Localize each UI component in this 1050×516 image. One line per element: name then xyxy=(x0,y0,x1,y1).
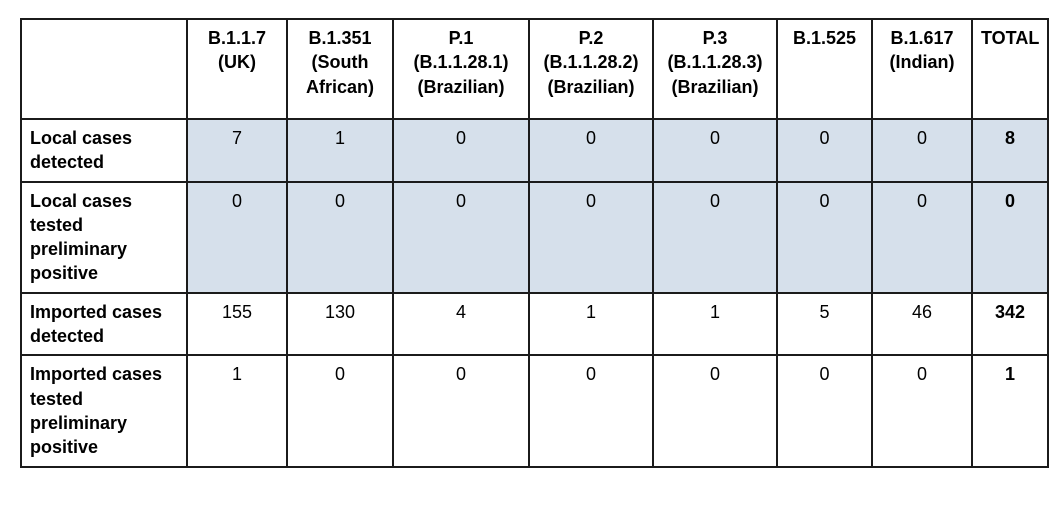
cell: 0 xyxy=(529,119,653,182)
cell: 1 xyxy=(187,355,287,466)
header-sub: (South African) xyxy=(296,50,384,99)
cell: 1 xyxy=(287,119,393,182)
cell-total: 342 xyxy=(972,293,1048,356)
header-main: B.1.1.7 xyxy=(196,26,278,50)
row-label: Imported cases tested preliminary positi… xyxy=(21,355,187,466)
header-sub: (Indian) xyxy=(881,50,963,74)
header-main: B.1.617 xyxy=(881,26,963,50)
header-sub: (B.1.1.28.2)(Brazilian) xyxy=(538,50,644,99)
header-b1617: B.1.617 (Indian) xyxy=(872,19,972,119)
cell-total: 0 xyxy=(972,182,1048,293)
header-sub: (B.1.1.28.1) (Brazilian) xyxy=(402,50,520,99)
cell: 1 xyxy=(529,293,653,356)
table-head: B.1.1.7 (UK) B.1.351 (South African) P.1… xyxy=(21,19,1048,119)
table-row: Imported cases tested preliminary positi… xyxy=(21,355,1048,466)
cell: 0 xyxy=(287,355,393,466)
header-main: TOTAL xyxy=(981,26,1039,50)
row-label: Local cases detected xyxy=(21,119,187,182)
header-total: TOTAL xyxy=(972,19,1048,119)
cell: 0 xyxy=(393,119,529,182)
cell: 130 xyxy=(287,293,393,356)
cell: 0 xyxy=(653,182,777,293)
header-p2: P.2 (B.1.1.28.2)(Brazilian) xyxy=(529,19,653,119)
cell: 0 xyxy=(872,355,972,466)
cell: 46 xyxy=(872,293,972,356)
header-row: B.1.1.7 (UK) B.1.351 (South African) P.1… xyxy=(21,19,1048,119)
header-main: P.2 xyxy=(538,26,644,50)
cell: 0 xyxy=(777,119,872,182)
header-b117: B.1.1.7 (UK) xyxy=(187,19,287,119)
row-label: Local cases tested preliminary positive xyxy=(21,182,187,293)
cell: 0 xyxy=(529,182,653,293)
table-row: Imported cases detected 155 130 4 1 1 5 … xyxy=(21,293,1048,356)
table-body: Local cases detected 7 1 0 0 0 0 0 8 Loc… xyxy=(21,119,1048,467)
table-row: Local cases detected 7 1 0 0 0 0 0 8 xyxy=(21,119,1048,182)
header-p3: P.3 (B.1.1.28.3)(Brazilian) xyxy=(653,19,777,119)
header-sub: (UK) xyxy=(196,50,278,74)
variant-table: B.1.1.7 (UK) B.1.351 (South African) P.1… xyxy=(20,18,1049,468)
cell-total: 1 xyxy=(972,355,1048,466)
cell: 0 xyxy=(653,119,777,182)
header-main: P.1 xyxy=(402,26,520,50)
cell: 0 xyxy=(393,355,529,466)
cell: 0 xyxy=(872,182,972,293)
cell: 0 xyxy=(529,355,653,466)
cell: 1 xyxy=(653,293,777,356)
row-label: Imported cases detected xyxy=(21,293,187,356)
cell: 155 xyxy=(187,293,287,356)
page-container: B.1.1.7 (UK) B.1.351 (South African) P.1… xyxy=(0,0,1050,486)
cell: 7 xyxy=(187,119,287,182)
header-blank xyxy=(21,19,187,119)
header-b1525: B.1.525 xyxy=(777,19,872,119)
header-sub: (B.1.1.28.3)(Brazilian) xyxy=(662,50,768,99)
cell: 0 xyxy=(872,119,972,182)
header-main: B.1.525 xyxy=(786,26,863,50)
cell: 0 xyxy=(287,182,393,293)
header-main: B.1.351 xyxy=(296,26,384,50)
cell: 4 xyxy=(393,293,529,356)
cell: 5 xyxy=(777,293,872,356)
header-main: P.3 xyxy=(662,26,768,50)
header-b1351: B.1.351 (South African) xyxy=(287,19,393,119)
cell: 0 xyxy=(777,355,872,466)
cell: 0 xyxy=(393,182,529,293)
cell: 0 xyxy=(187,182,287,293)
cell: 0 xyxy=(777,182,872,293)
cell: 0 xyxy=(653,355,777,466)
table-row: Local cases tested preliminary positive … xyxy=(21,182,1048,293)
header-p1: P.1 (B.1.1.28.1) (Brazilian) xyxy=(393,19,529,119)
cell-total: 8 xyxy=(972,119,1048,182)
